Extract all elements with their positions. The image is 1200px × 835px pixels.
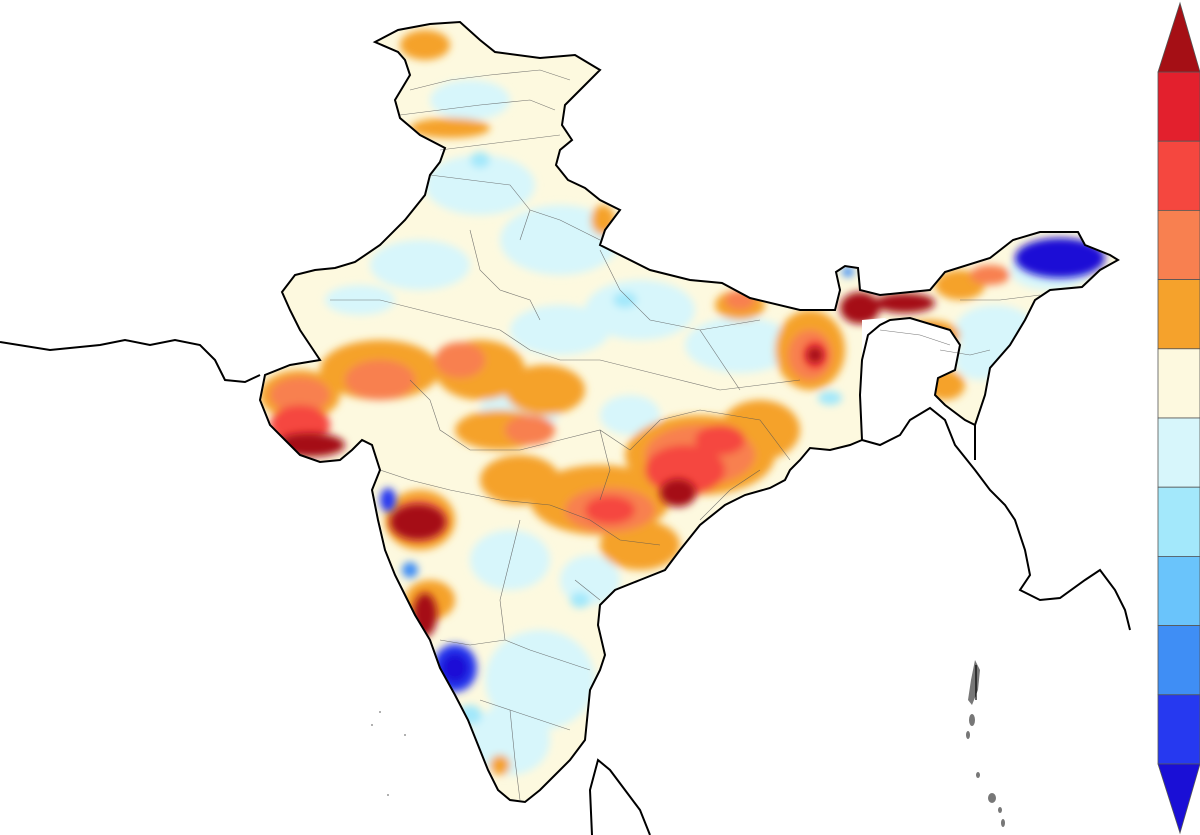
neighbour-borders bbox=[0, 338, 1131, 835]
colorbar-bin-3 bbox=[1157, 209, 1200, 280]
colorbar-bin-7 bbox=[1157, 486, 1200, 557]
anomaly-map bbox=[0, 20, 1131, 835]
state-borders bbox=[330, 69, 1041, 801]
andaman-nicobar-islands bbox=[966, 660, 1005, 827]
colorbar-bin-5 bbox=[1157, 348, 1200, 419]
colorbar-bin-9 bbox=[1157, 625, 1200, 696]
lakshadweep-islands bbox=[371, 711, 406, 796]
colorbar-bin-10 bbox=[1157, 694, 1200, 765]
colorbar bbox=[1157, 1, 1200, 835]
colorbar-bins bbox=[1157, 71, 1200, 765]
colorbar-bin-6 bbox=[1157, 417, 1200, 488]
colorbar-bin-4 bbox=[1157, 279, 1200, 350]
colorbar-bottom-arrow bbox=[1157, 763, 1200, 835]
colorbar-bin-1 bbox=[1157, 71, 1200, 142]
colorbar-bin-2 bbox=[1157, 140, 1200, 211]
colorbar-bin-8 bbox=[1157, 556, 1200, 627]
india-border bbox=[258, 20, 1120, 804]
colorbar-top-arrow bbox=[1157, 1, 1200, 73]
